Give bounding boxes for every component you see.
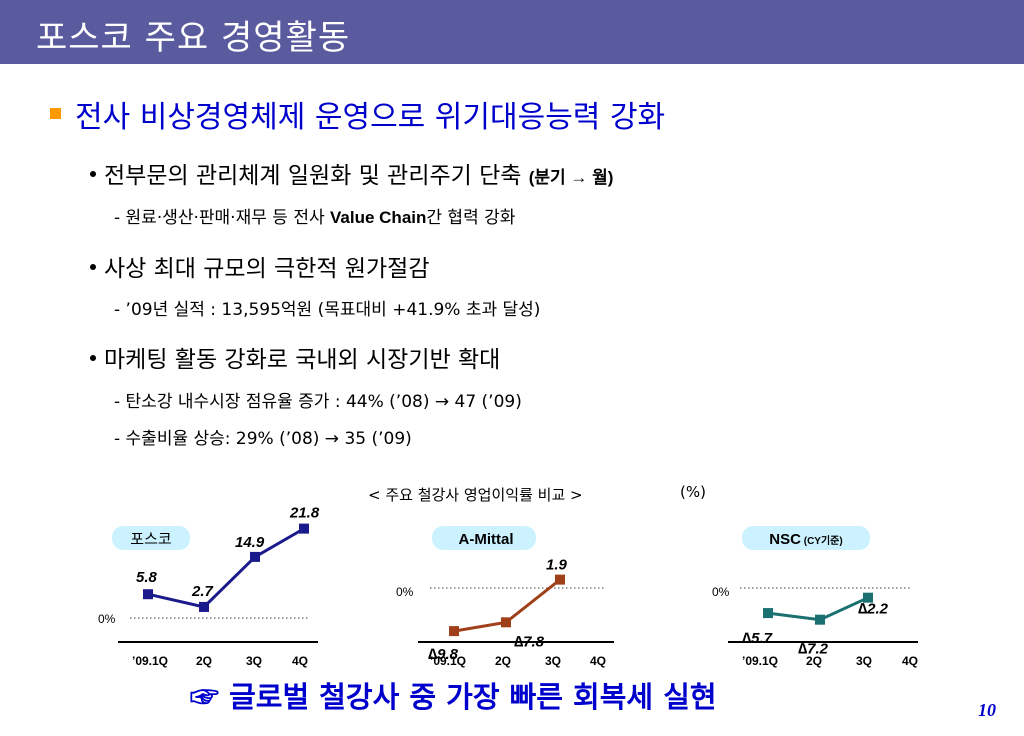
x-tick-label: ’09.1Q (132, 654, 168, 668)
bullet-2: 사상 최대 규모의 극한적 원가절감 (90, 249, 429, 283)
data-point (555, 574, 565, 585)
slide-title: 포스코 주요 경영활동 (36, 18, 351, 58)
chart-name-box (742, 526, 870, 550)
data-point (449, 626, 459, 637)
data-label: ∆2.2 (858, 601, 889, 618)
data-point (815, 614, 825, 625)
square-bullet-icon (50, 107, 61, 119)
x-tick-label: 3Q (246, 654, 262, 668)
chart-name: 포스코 (130, 531, 171, 548)
bullet-dot-icon (90, 171, 96, 177)
chart-amittal: A-Mittal 0% ’09.1Q 2Q 3Q 4Q ∆9.8 ∆7.8 1.9 (396, 526, 614, 668)
x-tick-label: 2Q (495, 654, 511, 668)
data-label: 1.9 (546, 557, 568, 574)
data-point (763, 608, 773, 619)
x-tick-label: 2Q (806, 654, 822, 668)
bullet-2-text: 사상 최대 규모의 극한적 원가절감 (104, 256, 430, 282)
bullet-1-text: 전부문의 관리체계 일원화 및 관리주기 단축 (104, 163, 522, 189)
bullet-3-text: 마케팅 활동 강화로 국내외 시장기반 확대 (104, 347, 501, 373)
zero-label: 0% (396, 585, 414, 599)
chart-posco: 포스코 0% ’09.1Q 2Q 3Q 4Q 5.8 2.7 14.9 21.8 (98, 505, 320, 668)
chart-nsc: NSC (CY기준) 0% ’09.1Q 2Q 3Q 4Q ∆5.7 ∆7.2 ∆2.2 (712, 526, 918, 668)
data-label: 21.8 (289, 505, 320, 522)
data-point (250, 551, 260, 562)
chart-name: NSC (CY기준) (769, 531, 842, 548)
bullet-dot-icon (90, 355, 96, 361)
x-tick-label: 4Q (292, 654, 308, 668)
bullet-1-sub-1-bold: Value Chain (330, 208, 427, 227)
bullet-3-sub-1: - 탄소강 내수시장 점유율 증가 : 44% (’08) → 47 (’09) (114, 387, 522, 412)
x-tick-label: 4Q (590, 654, 606, 668)
bullet-3-sub-1-text: - 탄소강 내수시장 점유율 증가 : 44% (’08) → 47 (’09) (114, 392, 522, 412)
data-label: ∆5.7 (742, 630, 773, 647)
data-label: 2.7 (191, 583, 214, 600)
main-heading: 전사 비상경영체제 운영으로 위기대응능력 강화 (50, 92, 665, 136)
bullet-3: 마케팅 활동 강화로 국내외 시장기반 확대 (90, 340, 500, 374)
chart-name: A-Mittal (459, 531, 514, 548)
zero-label: 0% (98, 612, 116, 626)
chart-section-title: < 주요 철강사 영업이익률 비교 > (368, 486, 583, 504)
data-label: ∆9.8 (428, 646, 459, 663)
data-point (501, 617, 511, 628)
x-tick-label: 4Q (902, 654, 918, 668)
main-heading-text: 전사 비상경영체제 운영으로 위기대응능력 강화 (75, 100, 666, 135)
chart-name-box (432, 526, 536, 550)
title-bar: 포스코 주요 경영활동 (0, 0, 1024, 64)
bullet-1-sub-1-pre: - 원료·생산·판매·재무 등 전사 (114, 208, 331, 228)
bullet-1-sub-1-post: 간 협력 강화 (426, 208, 516, 228)
data-label: 14.9 (235, 534, 265, 551)
x-tick-label: ’09.1Q (742, 654, 778, 668)
x-tick-label: 2Q (196, 654, 212, 668)
bullet-3-sub-2: - 수출비율 상승: 29% (’08) → 35 (’09) (114, 424, 412, 449)
data-point (199, 601, 209, 612)
x-tick-label: 3Q (856, 654, 872, 668)
data-label: 5.8 (136, 569, 158, 586)
x-tick-label: 3Q (545, 654, 561, 668)
data-point (299, 523, 309, 534)
bullet-1-suffix: (분기 → 월) (528, 168, 614, 187)
bullet-2-sub-1: - ’09년 실적 : 13,595억원 (목표대비 +41.9% 초과 달성) (114, 295, 540, 320)
chart-section-unit: (%) (680, 483, 706, 501)
bullet-2-sub-1-text: - ’09년 실적 : 13,595억원 (목표대비 +41.9% 초과 달성) (114, 300, 541, 320)
chart-name-note: (CY기준) (801, 534, 843, 547)
bullet-3-sub-2-text: - 수출비율 상승: 29% (’08) → 35 (’09) (114, 429, 412, 449)
data-point (143, 589, 153, 600)
x-tick-label: ’09.1Q (430, 654, 466, 668)
bullet-1: 전부문의 관리체계 일원화 및 관리주기 단축 (분기 → 월) (90, 156, 613, 190)
callout-text: ☞ 글로벌 철강사 중 가장 빠른 회복세 실현 (190, 680, 717, 714)
bullet-dot-icon (90, 264, 96, 270)
series-line (147, 527, 305, 609)
data-label: ∆7.8 (514, 633, 545, 650)
data-point (863, 592, 873, 603)
zero-label: 0% (712, 585, 730, 599)
data-label: ∆7.2 (798, 641, 829, 658)
bullet-1-sub-1: - 원료·생산·판매·재무 등 전사 Value Chain간 협력 강화 (114, 203, 515, 228)
page-number: 10 (978, 700, 996, 720)
charts-area: 포스코 0% ’09.1Q 2Q 3Q 4Q 5.8 2.7 14.9 21.8 A-Mittal… (98, 505, 918, 668)
chart-name-box (112, 526, 190, 550)
